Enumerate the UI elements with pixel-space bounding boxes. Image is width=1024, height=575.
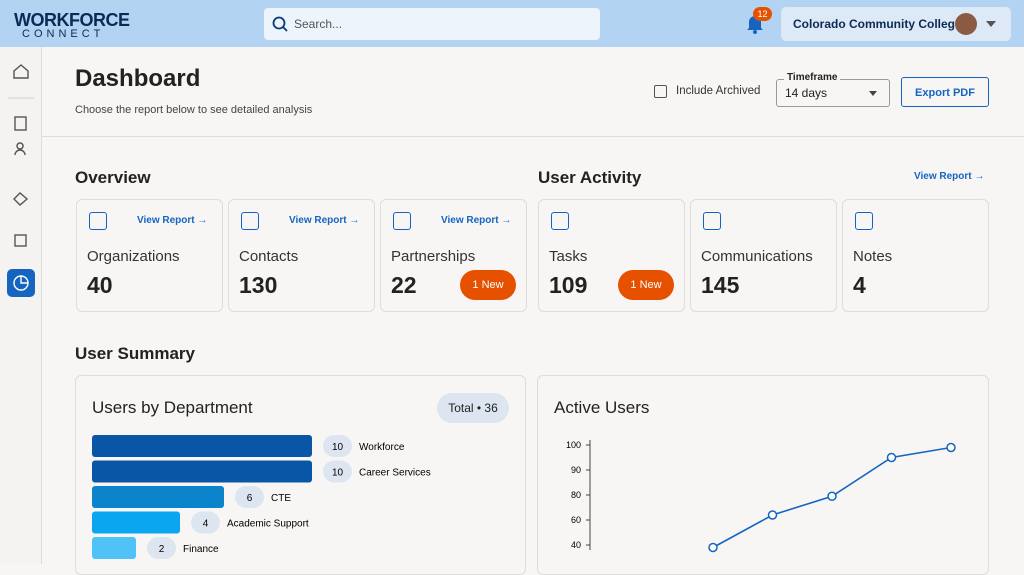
y-tick-label: 90	[571, 465, 581, 475]
total-pill: Total • 36	[437, 393, 509, 423]
y-tick-label: 40	[571, 540, 581, 550]
card-value: 145	[701, 272, 740, 298]
nav-icons	[7, 64, 35, 297]
value-pill	[235, 486, 264, 508]
stat-card: View Report → Partnerships 22 1 New	[380, 199, 527, 312]
bar	[92, 460, 312, 483]
card-label: Notes	[853, 248, 893, 265]
category-label: Workforce	[359, 442, 405, 453]
value-pill	[323, 435, 352, 457]
avatar	[955, 13, 977, 35]
view-report-link[interactable]: View Report →	[914, 171, 985, 182]
page-header	[41, 47, 1024, 137]
value-pill	[147, 537, 176, 559]
chevron	[986, 21, 996, 27]
search-placeholder: Search...	[294, 17, 343, 31]
value-pill	[323, 460, 352, 483]
timeframe-value: 14 days	[785, 86, 828, 100]
bar	[92, 537, 136, 559]
brand-sub: CONNECT	[22, 28, 105, 40]
search-icon	[272, 16, 288, 32]
y-tick-label: 100	[566, 440, 581, 450]
checkbox[interactable]	[654, 85, 667, 98]
card-label: Communications	[701, 248, 813, 265]
card-label: Contacts	[239, 248, 299, 265]
badge: 1 New	[618, 270, 674, 300]
link-text: View Report	[914, 171, 972, 182]
card-label: Partnerships	[391, 248, 476, 265]
export-button[interactable]: Export PDF	[901, 77, 989, 107]
value-label: 10	[332, 442, 344, 453]
chevron	[869, 91, 877, 96]
category-label: CTE	[271, 493, 291, 504]
notification-count: 12	[753, 7, 772, 21]
stat-card: Tasks 109 1 New	[538, 199, 685, 312]
y-tick-label: 60	[571, 515, 581, 525]
brand: WORKFORCE	[14, 10, 130, 30]
y-tick-label: 80	[571, 490, 581, 500]
bar	[92, 511, 180, 534]
search[interactable]: Search...	[264, 8, 600, 40]
line-chart: 100 90 80 60 40	[566, 440, 956, 553]
timeframe-select[interactable]: 14 days	[776, 79, 890, 107]
card-icon	[393, 212, 411, 230]
stat-card: Communications 145	[690, 199, 837, 312]
section-title: Overview	[75, 168, 151, 187]
card-label: Organizations	[87, 248, 180, 265]
card-icon	[703, 212, 721, 230]
card-label: Tasks	[549, 248, 588, 265]
value-label: 6	[247, 493, 253, 504]
badge: 1 New	[460, 270, 516, 300]
card-icon	[551, 212, 569, 230]
point	[708, 542, 718, 553]
category-label: Academic Support	[227, 519, 309, 530]
card-value: 4	[853, 272, 866, 298]
panel	[537, 375, 989, 575]
value-label: 10	[332, 468, 344, 479]
card-value: 130	[239, 272, 278, 298]
bar	[92, 486, 224, 508]
section-title: User Activity	[538, 168, 642, 187]
point	[767, 510, 778, 520]
card-value: 40	[87, 272, 113, 298]
link-text: View Report	[289, 215, 347, 226]
sidebar	[0, 47, 42, 564]
page-title: Dashboard	[75, 65, 201, 92]
link-text: View Report	[441, 215, 499, 226]
value-label: 4	[203, 519, 209, 530]
card-value: 22	[391, 272, 417, 298]
value-pill	[191, 511, 220, 534]
category-label: Finance	[183, 544, 219, 555]
stat-card: View Report → Organizations 40	[76, 199, 223, 312]
link-text: View Report	[137, 215, 195, 226]
value-label: 2	[159, 544, 165, 555]
view-report-link[interactable]: View Report →	[441, 215, 512, 226]
card-icon	[855, 212, 873, 230]
card-icon	[89, 212, 107, 230]
point	[827, 491, 837, 501]
checkbox-label: Include Archived	[676, 85, 761, 97]
timeframe-label: Timeframe	[784, 72, 841, 83]
card-value: 109	[549, 272, 588, 298]
stat-card: View Report → Contacts 130	[228, 199, 375, 312]
stat-card: Notes 4	[842, 199, 989, 312]
point	[886, 452, 897, 463]
panel-title: Active Users	[554, 398, 650, 417]
view-report-link[interactable]: View Report →	[137, 215, 208, 226]
category-label: Career Services	[359, 468, 431, 479]
org-name: Colorado Community College	[793, 17, 962, 31]
page-subtitle: Choose the report below to see detailed …	[75, 104, 313, 116]
bar-chart: 10 Workforce 10 Career Services 6 CTE 4 Academi…	[92, 435, 431, 559]
org-switcher[interactable]: Colorado Community College	[781, 7, 1011, 41]
panel-title: Users by Department	[92, 398, 253, 417]
card-icon	[241, 212, 259, 230]
section-title: User Summary	[75, 344, 196, 363]
point	[946, 442, 956, 453]
bar	[92, 435, 312, 457]
view-report-link[interactable]: View Report →	[289, 215, 360, 226]
